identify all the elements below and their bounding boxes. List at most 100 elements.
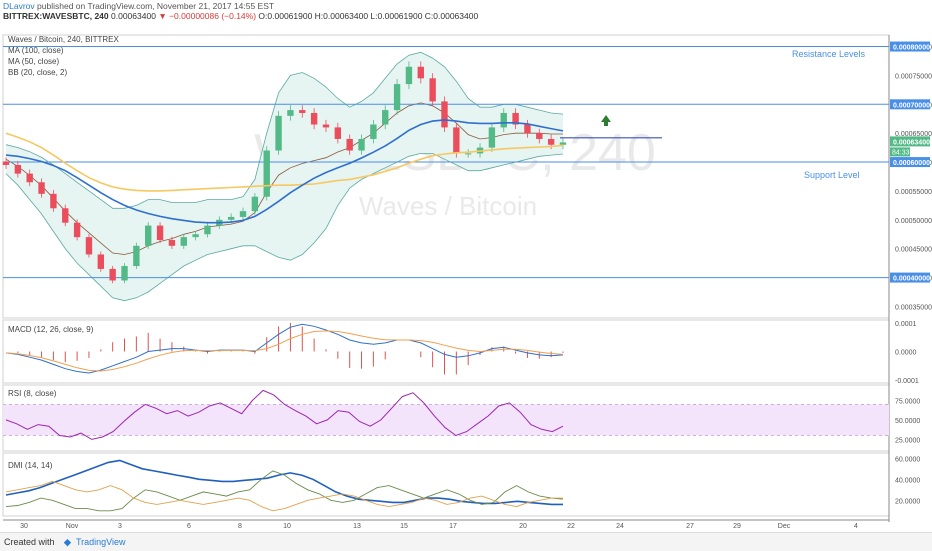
candle-body [14,164,22,174]
chart-canvas[interactable]: WAVESBTC, 240 Waves / Bitcoin 0.00080000… [0,0,932,530]
candle-body [488,127,496,148]
level-tag-text: 0.00070000 [893,102,930,109]
candle-body [73,222,81,238]
dmi-tick: 20.0000 [895,498,920,505]
candle-body [180,237,187,246]
rsi-pane [3,389,889,440]
x-tick: 15 [400,523,408,530]
macd-pane [5,322,564,375]
candle-body [310,112,318,125]
price-tick: 0.00035000 [895,304,932,311]
candle-body [429,78,436,102]
footer-created: Created with [4,537,55,547]
x-tick: 24 [616,523,624,530]
adx-line [5,459,563,506]
candle-body [156,225,164,241]
level-tag-text: 0.00060000 [893,160,930,167]
level-tag-text: 0.00040000 [893,276,930,283]
candle-body [263,150,270,197]
candle-body [417,66,424,79]
rsi-tick: 50.0000 [895,418,920,425]
level-price-tag: 0.00070000 [890,99,930,110]
axes: 0.00080000 0.00075000 0.00070000 0.00065000… [20,41,932,530]
candle-body [441,101,448,128]
last-price-tag-bg [890,136,930,147]
price-tick: 0.00050000 [895,218,932,225]
x-tick: 27 [686,523,694,530]
candle-body [227,216,235,220]
level-price-tag: 0.00060000 [890,157,930,168]
candle-body [370,124,377,139]
resistance-label: Resistance Levels [792,49,866,59]
candle-body [287,110,294,116]
rsi-label: RSI (8, close) [8,389,57,398]
symbol-info: BITTREX:WAVESBTC, 240 0.00063400 ▼ −0.00… [3,11,478,21]
candle-body [251,196,259,212]
candle-body [512,112,519,125]
price-tick: 0.00055000 [895,189,932,196]
candle-body [275,115,282,151]
candle-body [405,66,413,85]
candle-body [26,173,33,183]
candle-body [168,240,176,246]
candle-body [453,127,460,154]
x-tick: Dec [778,523,791,530]
pane-frame [2,452,890,517]
level-price-tag: 0.00080000 [890,41,930,52]
x-tick: 10 [283,523,291,530]
candle-body [465,153,472,155]
legend-ma50: MA (50, close) [8,57,59,66]
price-change: ▼ −0.00000086 (−0.14%) [158,11,257,21]
x-tick: 4 [854,523,858,530]
publish-info: DLavrov published on TradingView.com, No… [3,1,274,11]
x-tick: 3 [118,523,122,530]
level-tag-bg [890,272,930,283]
candle-body [2,161,10,165]
candle-body [239,211,247,217]
ma100-line [5,132,564,192]
macd-tick: 0.0001 [895,321,917,328]
ma50-line [5,119,564,224]
rsi-line [5,389,564,440]
legend-ma100: MA (100, close) [8,46,64,55]
di-plus-line [5,470,564,512]
candle-body [85,237,93,255]
symbol-name: BITTREX:WAVESBTC, 240 [3,11,109,21]
x-tick: 8 [238,523,242,530]
level-tag-bg [890,99,930,110]
dmi-pane [5,459,564,512]
candle-body [50,193,57,209]
candle-body [524,124,531,134]
legend-title: Waves / Bitcoin, 240, BITTREX [8,35,120,44]
last-price: 0.00063400 [111,11,156,21]
candle-body [192,234,199,238]
footer: Created with ◆ TradingView [0,532,932,551]
price-tick: 0.00045000 [895,247,932,254]
candle-body [322,124,330,128]
bb-upper-line [5,51,564,209]
level-tag-text: 0.00080000 [893,45,930,52]
support-label: Support Level [804,170,860,180]
x-tick: 20 [519,523,527,530]
candle-body [121,266,128,281]
dmi-tick: 40.0000 [895,477,920,484]
footer-brand[interactable]: TradingView [76,537,126,547]
candle-body [500,112,507,128]
publish-text: published on TradingView.com, November 2… [37,1,275,11]
tradingview-logo-icon: ◆ [64,537,71,547]
candle-body [559,142,567,145]
countdown-tag-bg [890,147,910,157]
author-link[interactable]: DLavrov [3,1,35,11]
legend-bb: BB (20, close, 2) [8,68,67,77]
candle-body [346,138,353,151]
candle-body [97,254,104,269]
price-tick: 0.00075000 [895,73,932,80]
di-minus-line [5,480,563,512]
price-pane [2,46,889,302]
bb-basis-line [5,102,563,255]
candle-body [536,133,543,139]
candle-body [145,225,152,246]
rsi-band [3,404,889,436]
candle-body [393,84,401,111]
